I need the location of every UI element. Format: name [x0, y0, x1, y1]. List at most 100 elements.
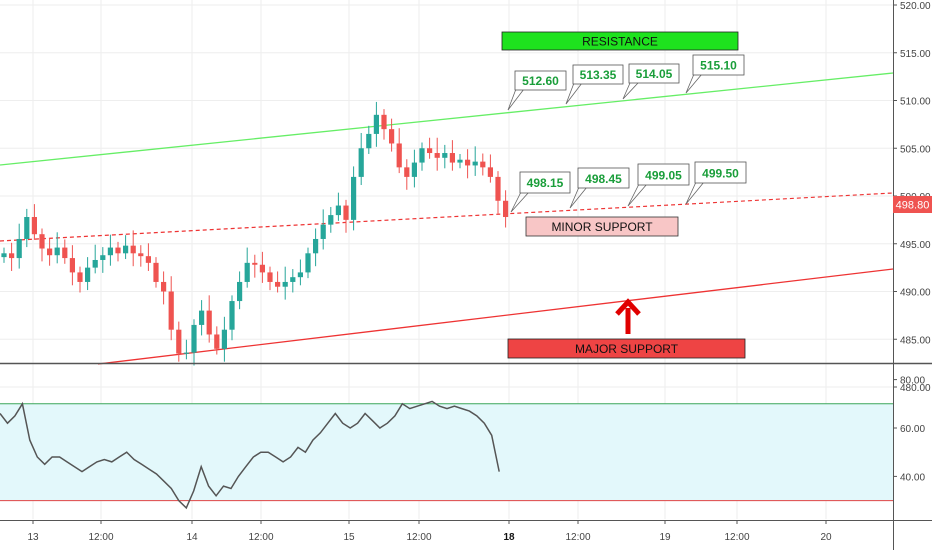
candle [199, 300, 205, 336]
candle-body [229, 301, 235, 330]
time-tick-label: 12:00 [406, 532, 431, 543]
trendlines [0, 72, 894, 365]
candle [24, 208, 30, 248]
resistance-trendline [0, 72, 894, 166]
candle [252, 254, 258, 278]
candle-body [335, 205, 341, 216]
candle-body [465, 159, 471, 166]
candle-body [328, 215, 334, 225]
candle-body [480, 161, 486, 168]
candle [138, 245, 144, 267]
candle-body [381, 114, 387, 130]
candle [328, 206, 334, 233]
candle-body [1, 253, 7, 258]
major-support-label: MAJOR SUPPORT [507, 338, 746, 359]
candle-body [442, 153, 448, 158]
candle-body [275, 281, 281, 287]
rsi-tick-label: 60.00 [900, 424, 925, 435]
candle [244, 247, 250, 288]
candle-body [47, 248, 53, 256]
candle-body [366, 133, 372, 149]
candle [153, 257, 159, 288]
candle [389, 118, 395, 152]
candle-body [130, 245, 136, 254]
resistance-callout-1: 512.60 [507, 70, 567, 111]
candle-body [472, 161, 478, 166]
svg-text:MINOR SUPPORT: MINOR SUPPORT [551, 220, 653, 234]
candle [427, 137, 433, 159]
candle-body [31, 217, 37, 235]
candlestick-series [1, 101, 509, 366]
time-tick-label: 20 [820, 532, 832, 543]
candle [183, 339, 189, 360]
candle-body [259, 264, 265, 273]
candle [305, 247, 311, 279]
candle [107, 234, 113, 266]
price-tick-label: 520.00 [900, 1, 931, 12]
svg-text:514.05: 514.05 [636, 67, 673, 81]
candle [495, 171, 501, 214]
candle [465, 149, 471, 179]
rsi-panel [0, 403, 893, 502]
candle-body [282, 281, 288, 287]
candle [419, 142, 425, 171]
candle [411, 149, 417, 188]
candle [366, 125, 372, 154]
candle-body [358, 148, 364, 177]
candle [77, 266, 83, 293]
time-tick-label: 18 [503, 532, 515, 543]
candle-body [221, 329, 227, 349]
candle-body [313, 238, 319, 254]
candle [69, 245, 75, 286]
candle-body [427, 148, 433, 154]
candle [503, 190, 509, 228]
minor-support-callout-4: 499.50 [685, 161, 747, 205]
candle-body [237, 281, 243, 302]
candle-body [495, 176, 501, 201]
candle-body [85, 267, 91, 282]
svg-text:512.60: 512.60 [522, 74, 559, 88]
candle [351, 166, 357, 231]
candle [358, 132, 364, 186]
candle [9, 242, 15, 271]
time-tick-label: 12:00 [724, 532, 749, 543]
candle [343, 199, 349, 233]
price-tick-label: 490.00 [900, 288, 931, 299]
candle [100, 247, 106, 273]
time-tick-label: 12:00 [88, 532, 113, 543]
candle-body [244, 262, 250, 282]
time-tick-label: 19 [659, 532, 671, 543]
candle [237, 271, 243, 310]
candle [47, 238, 53, 266]
candle-body [503, 200, 509, 218]
minor-support-callout-1: 498.15 [510, 171, 571, 213]
candle-body [62, 247, 68, 259]
resistance-callout-3: 514.05 [622, 63, 680, 100]
candle [404, 159, 410, 190]
candle-body [351, 176, 357, 220]
candle [214, 326, 220, 355]
candle-body [290, 277, 296, 282]
candle [434, 137, 440, 171]
candle [191, 319, 197, 366]
candle [320, 209, 326, 250]
candle [54, 232, 60, 264]
candle-body [252, 262, 258, 265]
candle-body [54, 247, 60, 256]
resistance-label: RESISTANCE [501, 31, 739, 51]
candle-body [153, 262, 159, 282]
candle [457, 153, 463, 169]
candle-body [168, 291, 174, 330]
candle [480, 153, 486, 176]
rsi-band [0, 403, 893, 501]
minor-support-label: MINOR SUPPORT [525, 216, 679, 237]
rsi-tick-label: 80.00 [900, 376, 925, 387]
rsi-tick-label: 40.00 [900, 472, 925, 483]
candle-body [77, 272, 83, 282]
candle [267, 266, 273, 291]
candle [39, 228, 45, 262]
resistance-callout-2: 513.35 [565, 64, 624, 105]
candle [335, 192, 341, 221]
candle-body [404, 167, 410, 177]
